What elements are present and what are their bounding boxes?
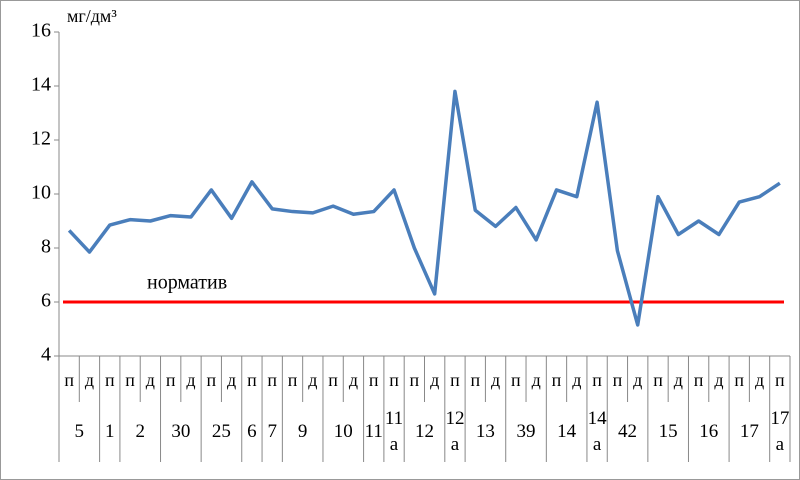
x-sub-label: д	[85, 370, 94, 390]
x-sub-label: д	[186, 370, 195, 390]
x-group-label: 15	[658, 421, 678, 442]
x-sub-label: д	[491, 370, 500, 390]
x-sub-label: д	[227, 370, 236, 390]
x-sub-label: п	[267, 370, 277, 390]
x-sub-label: п	[775, 370, 785, 390]
x-sub-label: п	[125, 370, 135, 390]
x-sub-label: п	[288, 370, 298, 390]
x-group-label: 2	[135, 421, 145, 442]
x-sub-label: п	[653, 370, 663, 390]
x-group-label: 16	[699, 421, 719, 442]
y-tick-label: 16	[31, 20, 51, 42]
x-sub-label: п	[247, 370, 257, 390]
x-sub-label: д	[714, 370, 723, 390]
x-sub-label: д	[146, 370, 155, 390]
x-sub-label: п	[64, 370, 74, 390]
x-sub-label: д	[430, 370, 439, 390]
norm-label: норматив	[147, 272, 227, 294]
x-group-label: 11а	[384, 408, 404, 455]
x-sub-label: п	[105, 370, 115, 390]
x-sub-label: д	[674, 370, 683, 390]
x-sub-label: п	[206, 370, 216, 390]
x-group-label: 9	[297, 421, 308, 442]
y-tick-label: 10	[31, 182, 51, 204]
y-tick-label: 8	[41, 236, 51, 258]
x-group-label: 17	[739, 421, 759, 442]
x-sub-label: п	[166, 370, 176, 390]
x-group-label: 1	[105, 421, 115, 442]
x-sub-label: п	[694, 370, 704, 390]
x-sub-label: п	[613, 370, 623, 390]
x-sub-label: д	[532, 370, 541, 390]
y-axis-label: мг/дм³	[67, 6, 117, 26]
y-tick-label: 4	[41, 344, 51, 366]
x-sub-label: п	[369, 370, 379, 390]
x-sub-label: д	[349, 370, 358, 390]
x-sub-label: п	[511, 370, 521, 390]
x-group-label: 13	[475, 421, 495, 442]
x-group-label: 12	[414, 421, 434, 442]
x-sub-label: п	[470, 370, 480, 390]
x-group-label: 25	[211, 421, 231, 442]
x-sub-label: п	[592, 370, 602, 390]
x-sub-label: п	[734, 370, 744, 390]
x-group-label: 39	[516, 421, 536, 442]
x-sub-label: п	[552, 370, 562, 390]
x-group-label: 11	[364, 421, 383, 442]
x-group-label: 7	[267, 421, 277, 442]
x-sub-label: п	[328, 370, 338, 390]
series-line	[67, 89, 781, 327]
x-sub-label: п	[450, 370, 460, 390]
x-group-label: 14	[557, 421, 577, 442]
x-sub-label: п	[410, 370, 420, 390]
x-sub-label: д	[755, 370, 764, 390]
y-tick-label: 12	[31, 128, 51, 150]
x-group-label: 6	[247, 421, 257, 442]
x-group-label: 30	[171, 421, 191, 442]
x-sub-label: д	[633, 370, 642, 390]
x-group-label: 42	[618, 421, 638, 442]
x-group-label: 5	[74, 421, 85, 442]
x-sub-label: д	[572, 370, 581, 390]
x-group-label: 12а	[445, 408, 465, 455]
x-group-label: 14а	[587, 408, 607, 455]
y-tick-label: 6	[41, 290, 51, 312]
y-tick-label: 14	[31, 74, 51, 96]
x-group-label: 17а	[770, 408, 790, 455]
x-group-label: 10	[333, 421, 353, 442]
x-sub-label: д	[308, 370, 317, 390]
x-sub-label: п	[389, 370, 399, 390]
